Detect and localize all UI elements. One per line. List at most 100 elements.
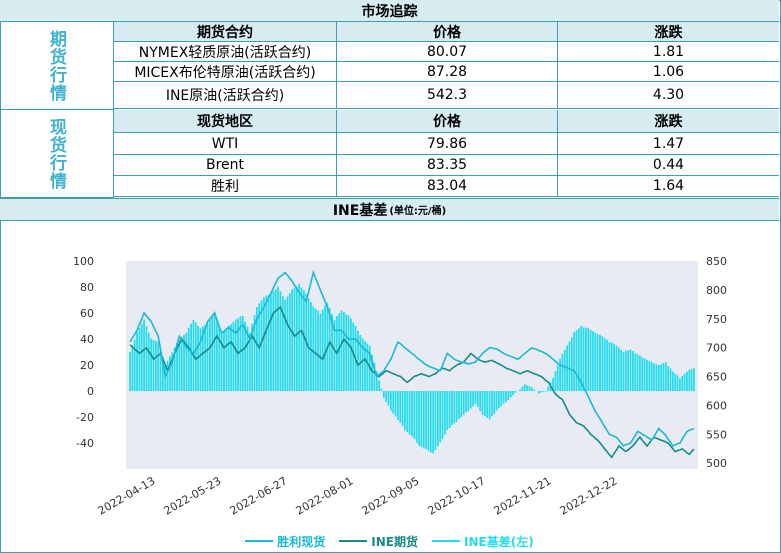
table-row: 胜利 83.04 1.64 [114, 176, 779, 197]
basis-bar [613, 343, 615, 391]
price-value: 80.07 [337, 42, 558, 61]
basis-bar [469, 391, 472, 409]
basis-bar [225, 327, 228, 391]
basis-bar [248, 332, 251, 391]
left-axis-tick: 40 [80, 333, 94, 346]
basis-bar [375, 371, 378, 391]
basis-bar [300, 287, 303, 391]
basis-bar [422, 391, 425, 449]
left-axis-tick: 0 [87, 385, 94, 398]
basis-bar [342, 312, 345, 391]
basis-bar [352, 322, 355, 391]
basis-bar [507, 391, 510, 401]
basis-bar [401, 391, 404, 427]
basis-bar [533, 389, 536, 391]
basis-bar [545, 391, 547, 392]
ine-futures-line [129, 305, 695, 459]
basis-bar [394, 391, 397, 417]
legend-item-spot: 胜利现货 [245, 533, 325, 550]
basis-bar [319, 313, 322, 391]
basis-bar [418, 391, 420, 446]
contract-name: MICEX布伦特原油(活跃合约) [114, 62, 337, 81]
change-value: 1.64 [652, 178, 685, 194]
basis-bar [669, 368, 672, 391]
basis-bar [340, 310, 343, 391]
basis-bar [460, 391, 463, 418]
basis-bar [491, 391, 493, 417]
basis-bar [622, 352, 625, 391]
basis-bar [385, 391, 388, 402]
basis-bar [211, 316, 214, 391]
basis-bar [143, 319, 145, 391]
basis-bar [641, 357, 644, 391]
basis-bar [216, 319, 218, 391]
basis-bar [603, 338, 606, 391]
basis-bar [472, 391, 474, 407]
basis-bar [561, 353, 564, 391]
basis-bar [585, 327, 587, 391]
right-axis-tick: 600 [706, 399, 727, 412]
basis-bar [483, 391, 486, 416]
basis-bar [232, 321, 235, 391]
basis-bar [373, 362, 376, 391]
right-axis-tick: 800 [706, 284, 727, 297]
basis-bar [451, 391, 453, 426]
basis-bar [317, 310, 319, 391]
basis-bar [582, 327, 585, 391]
basis-bar [246, 326, 249, 391]
basis-bar [660, 364, 662, 391]
shengli-spot-line [129, 269, 695, 448]
basis-bar [606, 339, 608, 391]
basis-bar [411, 391, 413, 437]
basis-bar [577, 328, 580, 391]
basis-bar [547, 386, 550, 391]
basis-bar [486, 391, 489, 418]
basis-bar [587, 328, 590, 391]
basis-bar [265, 295, 268, 391]
basis-bar [436, 391, 439, 447]
table-row: MICEX布伦特原油(活跃合约) 87.28 1.06 [114, 62, 779, 82]
contract-name: INE原油(活跃合约) [114, 82, 337, 108]
futures-col-change: 涨跌 [654, 24, 683, 41]
x-axis-tick: 2022-12-22 [558, 474, 620, 517]
basis-bar [274, 289, 277, 391]
basis-bar [624, 350, 627, 391]
change-value: 0.44 [652, 157, 685, 173]
basis-bar [321, 309, 324, 391]
basis-bar [220, 332, 223, 391]
x-axis-tick: 2022-11-21 [492, 474, 554, 517]
basis-bar [493, 391, 496, 415]
left-axis-tick: -40 [76, 437, 94, 450]
basis-bar [380, 388, 383, 391]
basis-bar [662, 362, 665, 391]
basis-bar [328, 308, 331, 391]
basis-bar [601, 336, 604, 391]
basis-bar [542, 391, 545, 392]
basis-bar [176, 342, 178, 391]
basis-bar [310, 301, 312, 391]
basis-bar [521, 386, 524, 391]
table-row: Brent 83.35 0.44 [114, 155, 779, 176]
legend-item-basis: INE基差(左) [432, 533, 534, 550]
basis-bar [439, 391, 442, 443]
basis-bar [399, 391, 402, 423]
basis-bar [455, 391, 458, 422]
change-value: 1.06 [652, 63, 685, 80]
basis-bar [295, 286, 298, 391]
basis-bar [199, 328, 202, 391]
basis-bar [650, 361, 653, 391]
basis-bar [152, 339, 155, 391]
page-title: 市场追踪 [0, 0, 779, 22]
basis-bar [251, 323, 254, 391]
basis-bar [679, 378, 681, 391]
basis-bar [366, 343, 369, 391]
futures-side-label: 期货行情 [0, 22, 114, 110]
basis-bar [446, 391, 449, 430]
basis-bar [655, 364, 658, 391]
table-row: NYMEX轻质原油(活跃合约) 80.07 1.81 [114, 42, 779, 62]
basis-bar [632, 351, 634, 391]
basis-bar [201, 326, 204, 391]
basis-bar [298, 284, 301, 391]
basis-bar [686, 371, 688, 391]
table-row: WTI 79.86 1.47 [114, 133, 779, 155]
